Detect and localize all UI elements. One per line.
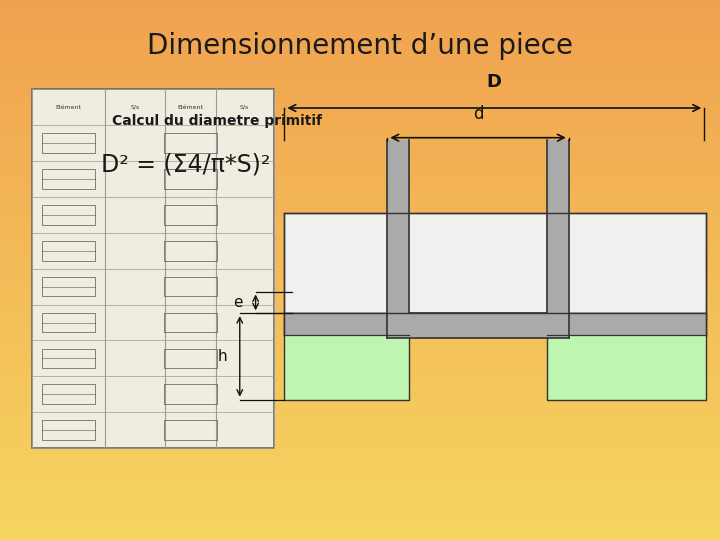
Bar (42, 241, 95, 261)
Bar (284, 313, 409, 335)
Bar (42, 420, 95, 440)
Bar (164, 169, 217, 189)
Text: Elément: Elément (177, 105, 203, 110)
Bar (164, 348, 217, 368)
Bar (164, 420, 217, 440)
Bar (42, 348, 95, 368)
Bar (387, 140, 409, 313)
Bar (164, 241, 217, 261)
Bar (32, 89, 274, 448)
Bar (42, 169, 95, 189)
Text: d: d (473, 105, 483, 123)
Bar (42, 276, 95, 296)
Text: D² = (Σ4/π*S)²: D² = (Σ4/π*S)² (101, 153, 270, 177)
Bar (387, 313, 569, 338)
Bar (42, 384, 95, 404)
Text: Calcul du diametre primitif: Calcul du diametre primitif (112, 114, 322, 129)
Bar (547, 313, 706, 335)
Text: S/s: S/s (240, 105, 249, 110)
Bar (164, 276, 217, 296)
Text: Elément: Elément (55, 105, 81, 110)
Bar (547, 313, 706, 400)
Bar (164, 384, 217, 404)
Bar (42, 205, 95, 225)
Bar (42, 313, 95, 333)
Bar (284, 313, 409, 400)
Text: Dimensionnement d’une piece: Dimensionnement d’une piece (147, 32, 573, 60)
Text: e: e (233, 295, 243, 310)
Bar (164, 313, 217, 333)
Text: h: h (217, 349, 227, 364)
Bar (164, 205, 217, 225)
Text: D: D (487, 73, 502, 91)
Bar (164, 133, 217, 153)
Bar (547, 140, 569, 313)
Bar (284, 213, 706, 313)
Text: S/s: S/s (130, 105, 140, 110)
Bar (42, 133, 95, 153)
